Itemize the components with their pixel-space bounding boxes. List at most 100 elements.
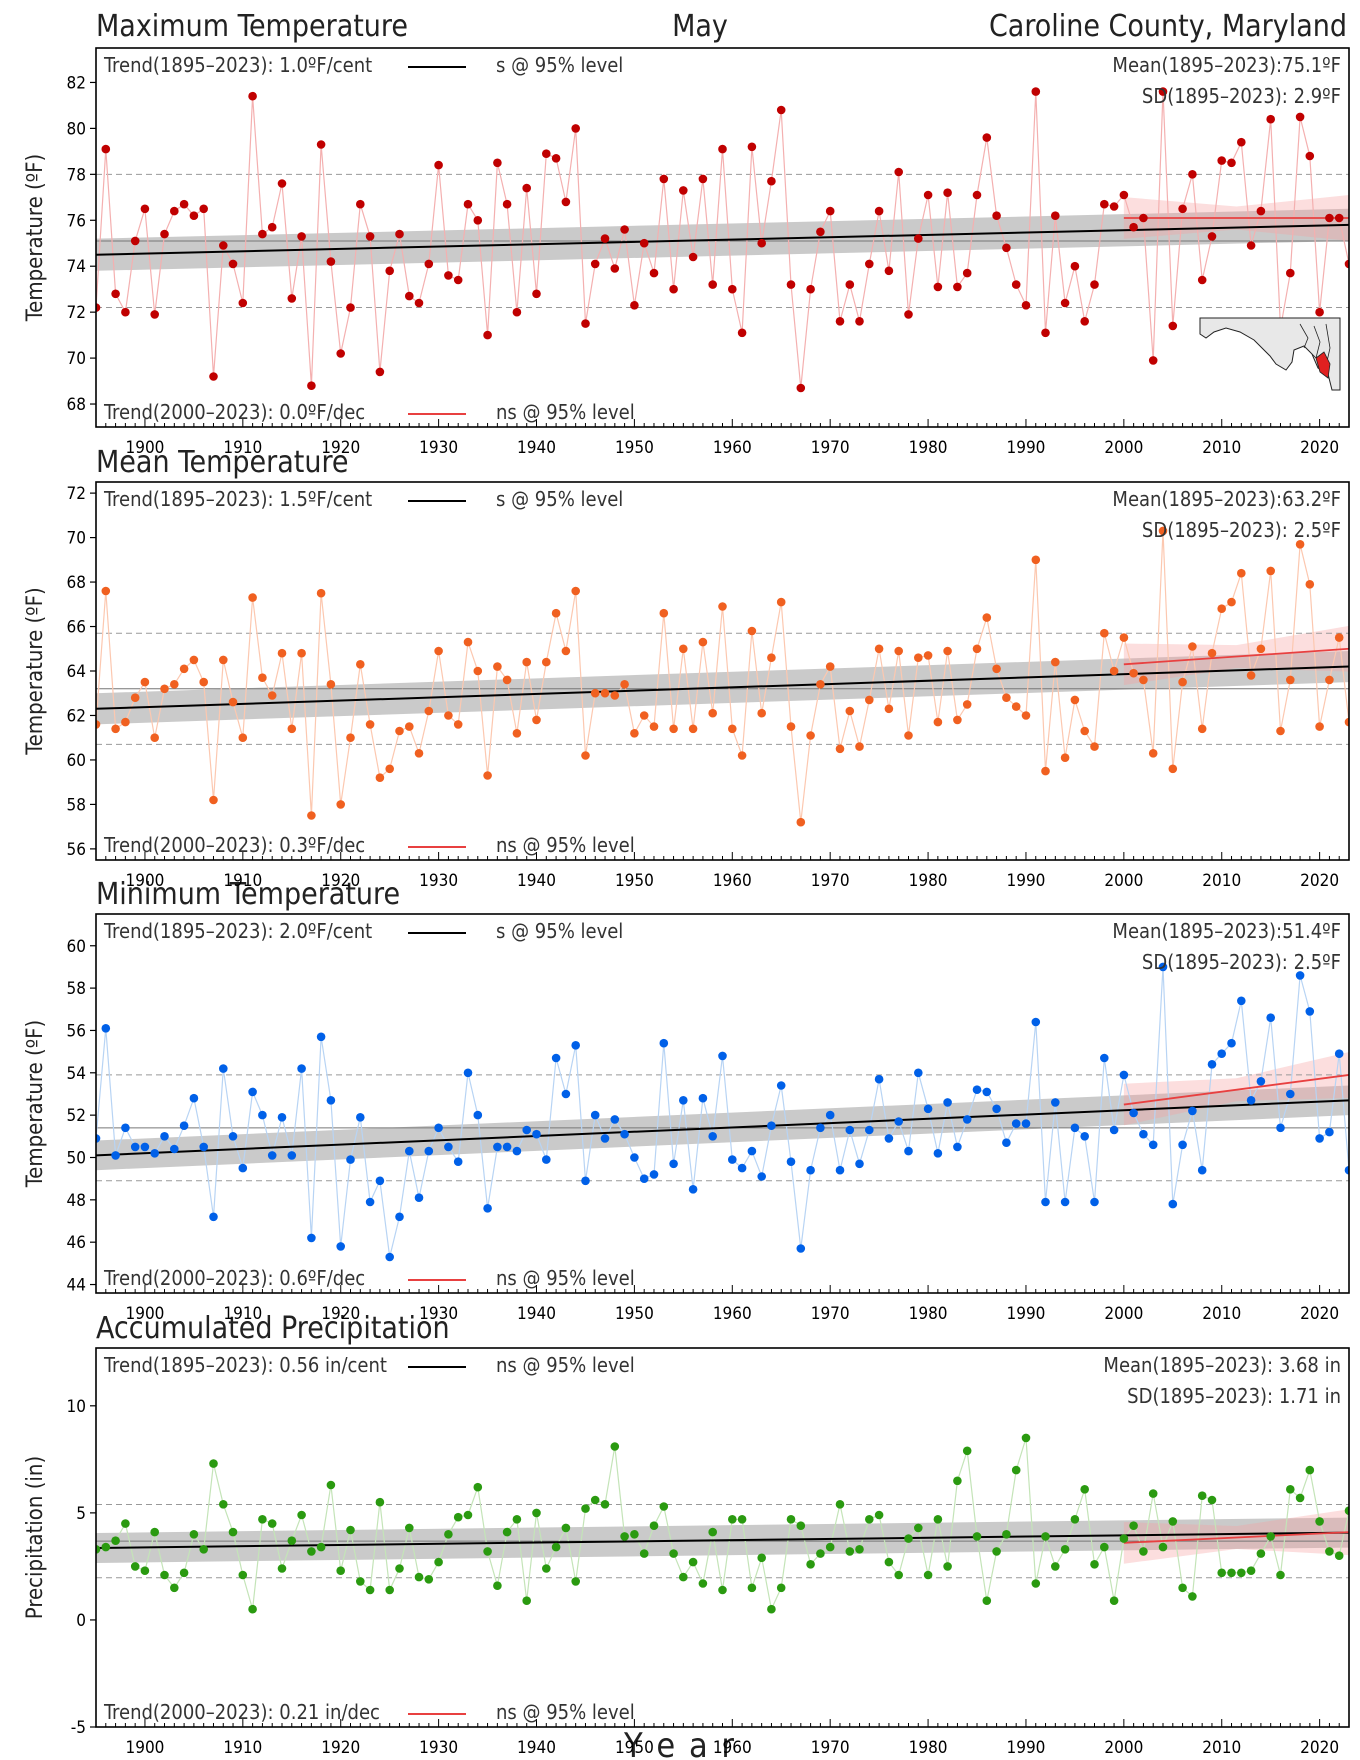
x-tick-label: 1980	[909, 1738, 948, 1758]
data-point	[1344, 717, 1349, 727]
data-point	[639, 1174, 649, 1183]
x-tick-label: 1950	[615, 1738, 654, 1758]
panel-1: 68 70 72 74 76 78 80 82 1900 1910 1920 1930 1940 1950…	[23, 47, 1350, 458]
y-tick-label: 60	[67, 751, 86, 771]
trend-recent-significance: ns @ 95% level	[496, 1266, 635, 1290]
data-point	[375, 1176, 385, 1186]
data-point	[1168, 764, 1178, 774]
data-point	[1060, 298, 1070, 308]
data-point	[101, 1024, 111, 1033]
data-point	[424, 706, 434, 716]
data-point	[258, 1110, 267, 1120]
data-point	[806, 1560, 815, 1569]
x-tick-label: 1970	[811, 1738, 850, 1758]
panel-title-3: Minimum Temperature	[96, 877, 400, 912]
y-tick-label: 78	[67, 165, 86, 185]
data-point	[1325, 213, 1334, 223]
data-point	[1237, 1568, 1246, 1578]
x-tick-label: 1910	[223, 871, 262, 891]
data-point	[1060, 1545, 1070, 1554]
data-point	[649, 268, 659, 278]
data-point	[385, 266, 395, 276]
data-point	[209, 1212, 218, 1222]
data-point	[581, 1504, 590, 1513]
data-point	[1021, 1433, 1031, 1443]
data-point	[796, 1244, 806, 1253]
data-point	[121, 1123, 130, 1133]
data-point	[326, 1096, 336, 1105]
data-point	[845, 706, 855, 716]
y-tick-label: 52	[67, 1106, 86, 1126]
data-point	[101, 1542, 111, 1552]
data-point	[679, 1572, 688, 1582]
data-point	[1100, 1542, 1109, 1552]
data-point	[209, 1459, 218, 1468]
data-point	[914, 653, 923, 662]
data-point	[874, 644, 884, 654]
data-point	[140, 204, 150, 214]
data-point	[424, 1146, 434, 1156]
data-point	[767, 1604, 776, 1614]
data-point	[150, 1149, 159, 1158]
data-point	[737, 751, 747, 760]
data-point	[894, 1117, 903, 1126]
data-point	[316, 1542, 326, 1552]
data-point	[953, 282, 962, 292]
data-point	[1286, 268, 1295, 278]
data-point	[1334, 633, 1344, 642]
data-point	[96, 1134, 101, 1143]
x-tick-label: 2000	[1104, 871, 1143, 891]
data-point	[894, 1570, 903, 1580]
data-point	[620, 1532, 629, 1541]
trend-recent-line	[1123, 647, 1349, 666]
data-point	[1070, 1515, 1080, 1524]
data-point	[346, 303, 355, 312]
data-point	[219, 1064, 228, 1073]
data-point	[326, 257, 336, 266]
x-tick-label: 1990	[1007, 1304, 1046, 1324]
data-point	[776, 105, 786, 115]
data-point	[267, 691, 277, 700]
data-point	[825, 662, 835, 671]
y-tick-label: 44	[67, 1276, 86, 1296]
y-axis-label: Temperature (ºF)	[23, 154, 48, 322]
data-point	[532, 715, 541, 725]
data-point	[463, 1068, 473, 1078]
data-point	[1286, 675, 1295, 685]
data-point	[277, 1564, 287, 1573]
data-point	[600, 1134, 610, 1143]
data-point	[757, 238, 766, 248]
data-point	[1002, 693, 1011, 702]
data-point	[600, 234, 610, 243]
trend-recent-label: Trend(2000–2023): 0.21 in/dec	[103, 1700, 380, 1724]
data-point	[473, 666, 483, 676]
data-point	[502, 1527, 512, 1537]
data-point	[444, 1142, 453, 1152]
trend-long-label: Trend(1895–2023): 2.0ºF/cent	[103, 919, 372, 943]
data-point	[1344, 259, 1349, 269]
data-point	[1158, 87, 1168, 96]
data-point	[287, 1536, 297, 1545]
data-point	[1148, 1140, 1158, 1150]
data-point	[551, 1542, 561, 1552]
data-point	[1060, 1197, 1070, 1207]
data-point	[982, 613, 992, 622]
data-point	[1129, 222, 1138, 232]
data-point	[1325, 1547, 1334, 1556]
y-tick-label: 0	[76, 1611, 86, 1631]
data-point	[111, 289, 120, 299]
data-point	[708, 708, 717, 718]
data-point	[581, 1176, 590, 1186]
data-point	[1315, 1134, 1324, 1143]
data-point	[561, 1523, 571, 1533]
data-point	[865, 259, 874, 269]
data-point	[757, 1172, 766, 1181]
data-point	[904, 310, 913, 319]
data-point	[610, 1442, 620, 1451]
data-point	[121, 307, 130, 317]
data-point	[1256, 1549, 1266, 1558]
data-point	[1344, 1506, 1349, 1515]
data-point	[551, 608, 561, 618]
data-point	[551, 154, 561, 163]
